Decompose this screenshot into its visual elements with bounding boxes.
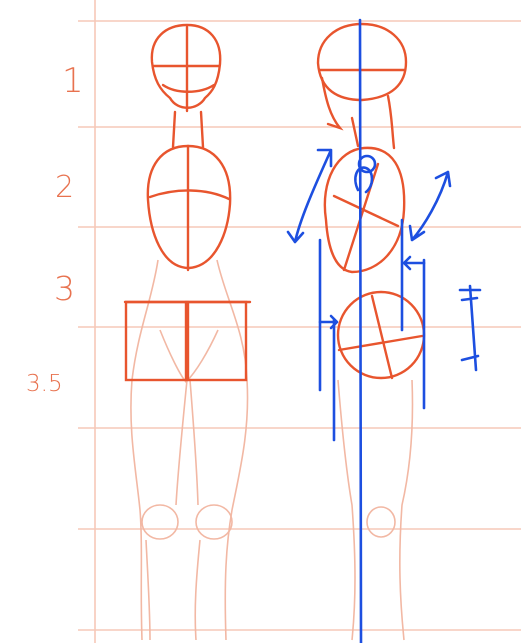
width-marker-left — [318, 314, 339, 330]
chest-marker-circle — [357, 154, 377, 174]
arrow-right — [408, 170, 452, 242]
side-head — [316, 22, 408, 102]
width-marker-right — [402, 255, 426, 271]
center-line — [358, 18, 363, 643]
arrow-left — [286, 148, 333, 244]
scale-tick-marker — [458, 284, 482, 372]
front-ribcage — [146, 144, 232, 270]
side-neck-front — [350, 116, 360, 148]
side-figure-sketch — [337, 379, 414, 641]
front-figure-construction — [123, 23, 252, 382]
front-figure-sketch — [130, 259, 249, 641]
front-neck — [171, 110, 205, 149]
height-label-2: 2 — [55, 170, 75, 205]
blue-annotations — [286, 18, 482, 643]
height-label-3: 3 — [54, 269, 75, 308]
front-head — [150, 23, 222, 109]
side-neck-back — [386, 94, 396, 150]
height-label-3-5: 3.5 — [26, 371, 63, 397]
side-figure-construction — [316, 22, 426, 380]
chest-marker-curve — [354, 166, 374, 194]
side-ribcage — [323, 146, 406, 274]
height-label-1: 1 — [62, 61, 84, 101]
